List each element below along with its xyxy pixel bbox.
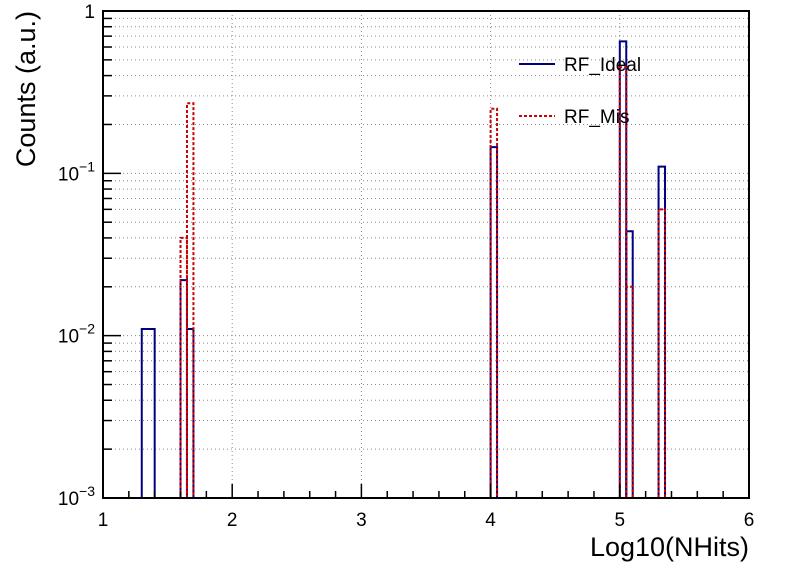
legend: RF_Ideal RF_Mis (519, 55, 641, 128)
x-tick-label: 5 (615, 510, 626, 531)
y-tick-label: 1 (84, 2, 95, 23)
histogram-bin (657, 208, 667, 498)
legend-label: RF_Ideal (564, 55, 641, 76)
x-tick-label: 4 (485, 510, 496, 531)
histogram-bin (625, 285, 634, 498)
plot-frame (102, 10, 750, 499)
y-tick-label: 10−1 (58, 158, 95, 185)
data-series (140, 40, 667, 498)
x-tick-label: 6 (744, 510, 755, 531)
y-axis-title: Counts (a.u.) (11, 11, 41, 167)
x-axis-title: Log10(NHits) (590, 532, 749, 562)
histogram-bin (489, 107, 499, 498)
histogram-bin (618, 66, 628, 498)
y-tick-label: 10−3 (58, 483, 95, 510)
y-tick-label: 10−2 (58, 321, 95, 348)
x-tick-label: 1 (98, 510, 109, 531)
histogram-bin (185, 102, 195, 498)
x-tick-label: 2 (227, 510, 238, 531)
series-rf-mis (179, 66, 667, 498)
axis-ticks (102, 10, 750, 499)
histogram-bin (140, 327, 156, 498)
legend-label: RF_Mis (564, 107, 629, 128)
tick-labels: 1 2 3 4 5 6 10−3 10−2 10−1 1 (58, 2, 754, 531)
x-tick-label: 3 (356, 510, 367, 531)
